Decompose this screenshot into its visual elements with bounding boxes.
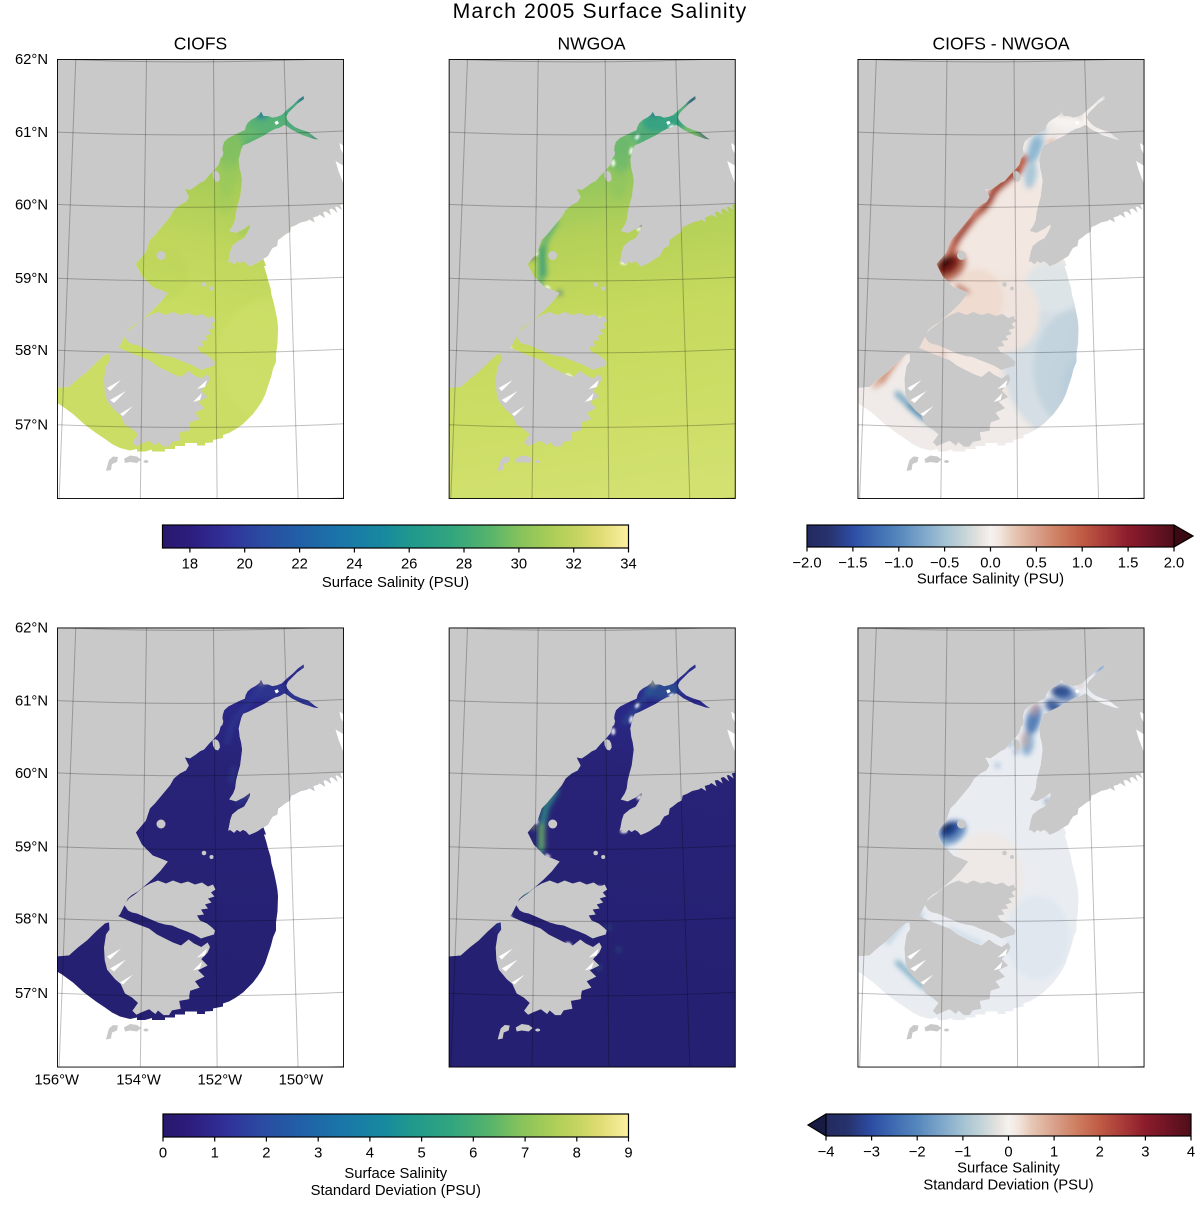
svg-text:58°N: 58°N [15,343,48,359]
svg-text:59°N: 59°N [15,271,48,287]
svg-text:28: 28 [456,557,472,573]
svg-text:−2: −2 [909,1145,926,1161]
svg-text:0: 0 [159,1146,167,1162]
svg-text:5: 5 [417,1146,425,1162]
svg-text:CIOFS: CIOFS [174,34,227,54]
svg-text:NWGOA: NWGOA [557,34,625,54]
svg-text:2: 2 [262,1146,270,1162]
svg-text:59°N: 59°N [15,840,48,856]
svg-text:156°W: 156°W [34,1072,79,1088]
svg-text:CIOFS - NWGOA: CIOFS - NWGOA [932,34,1069,54]
svg-text:57°N: 57°N [15,418,48,434]
svg-text:1: 1 [1050,1145,1058,1161]
svg-text:22: 22 [291,557,307,573]
svg-text:24: 24 [346,557,362,573]
svg-text:26: 26 [401,557,417,573]
svg-text:−0.5: −0.5 [930,556,959,572]
svg-text:30: 30 [511,557,527,573]
svg-text:62°N: 62°N [15,52,48,68]
svg-text:62°N: 62°N [15,621,48,637]
svg-text:Surface Salinity (PSU): Surface Salinity (PSU) [917,572,1064,588]
svg-text:−1.0: −1.0 [884,556,913,572]
svg-text:57°N: 57°N [15,986,48,1002]
svg-text:−3: −3 [863,1145,880,1161]
svg-text:4: 4 [366,1146,374,1162]
svg-text:154°W: 154°W [116,1072,161,1088]
svg-text:−1.5: −1.5 [838,556,867,572]
svg-text:58°N: 58°N [15,912,48,928]
svg-text:20: 20 [236,557,252,573]
svg-text:0.0: 0.0 [980,556,1001,572]
svg-text:−2.0: −2.0 [792,556,821,572]
svg-text:2.0: 2.0 [1164,556,1185,572]
svg-text:6: 6 [469,1146,477,1162]
svg-text:3: 3 [1141,1145,1149,1161]
svg-text:0: 0 [1004,1145,1012,1161]
svg-text:9: 9 [624,1146,632,1162]
svg-text:150°W: 150°W [279,1072,324,1088]
svg-text:7: 7 [521,1146,529,1162]
svg-text:60°N: 60°N [15,198,48,214]
svg-text:1: 1 [211,1146,219,1162]
svg-text:−4: −4 [818,1145,835,1161]
svg-text:34: 34 [620,557,636,573]
svg-text:3: 3 [314,1146,322,1162]
svg-text:18: 18 [182,557,198,573]
svg-text:0.5: 0.5 [1026,556,1047,572]
svg-text:Surface Salinity: Surface Salinity [957,1161,1060,1177]
svg-text:61°N: 61°N [15,694,48,710]
svg-text:Standard Deviation (PSU): Standard Deviation (PSU) [923,1178,1093,1194]
svg-text:32: 32 [565,557,581,573]
svg-text:8: 8 [573,1146,581,1162]
svg-text:60°N: 60°N [15,766,48,782]
svg-text:March 2005 Surface Salinity: March 2005 Surface Salinity [453,0,748,23]
svg-text:1.5: 1.5 [1118,556,1139,572]
svg-text:Standard Deviation (PSU): Standard Deviation (PSU) [311,1183,481,1199]
svg-text:−1: −1 [954,1145,971,1161]
svg-text:61°N: 61°N [15,125,48,141]
svg-text:2: 2 [1096,1145,1104,1161]
svg-text:152°W: 152°W [198,1072,243,1088]
svg-text:Surface Salinity (PSU): Surface Salinity (PSU) [322,575,469,591]
svg-text:4: 4 [1187,1145,1195,1161]
svg-text:1.0: 1.0 [1072,556,1093,572]
svg-text:Surface Salinity: Surface Salinity [344,1166,447,1182]
